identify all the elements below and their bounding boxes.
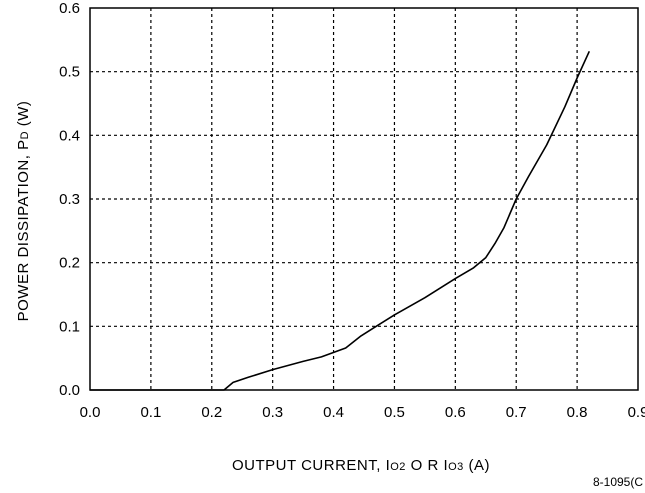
y-axis-ticks: 0.0 0.1 0.2 0.3 0.4 0.5 0.6 [59, 0, 80, 399]
power-dissipation-curve [90, 50, 591, 391]
x-tick-label: 0.1 [140, 404, 161, 421]
y-tick-label: 0.2 [59, 255, 80, 272]
x-tick-label: 0.5 [384, 404, 405, 421]
y-tick-label: 0.0 [59, 382, 80, 399]
y-tick-label: 0.3 [59, 191, 80, 208]
x-tick-label: 0.9 [628, 404, 645, 421]
x-tick-label: 0.4 [323, 404, 344, 421]
label-text: (A) [464, 457, 490, 474]
x-tick-label: 0.6 [445, 404, 466, 421]
x-axis-label: OUTPUT CURRENT, IO2 O R IO3 (A) [232, 457, 490, 474]
x-tick-label: 0.7 [506, 404, 527, 421]
label-subscript: O2 [390, 461, 406, 473]
x-tick-label: 0.2 [201, 404, 222, 421]
label-text: POWER DISSIPATION, P [15, 139, 32, 321]
x-tick-label: 0.8 [567, 404, 588, 421]
label-subscript: O3 [448, 461, 464, 473]
x-axis-ticks: 0.0 0.1 0.2 0.3 0.4 0.5 0.6 0.7 0.8 0.9 [80, 404, 645, 421]
x-tick-label: 0.3 [262, 404, 283, 421]
plot-frame [89, 7, 639, 391]
label-text: O R I [406, 457, 448, 474]
x-tick-label: 0.0 [80, 404, 101, 421]
y-tick-label: 0.6 [59, 0, 80, 17]
grid-lines [90, 8, 638, 390]
y-tick-label: 0.4 [59, 127, 80, 144]
figure-reference-note: 8-1095(C [593, 475, 643, 489]
label-text: (W) [15, 101, 32, 131]
y-tick-label: 0.1 [59, 318, 80, 335]
y-tick-label: 0.5 [59, 64, 80, 81]
label-subscript: D [19, 131, 31, 139]
y-axis-label: POWER DISSIPATION, PD (W) [15, 101, 32, 322]
label-text: OUTPUT CURRENT, I [232, 457, 390, 474]
